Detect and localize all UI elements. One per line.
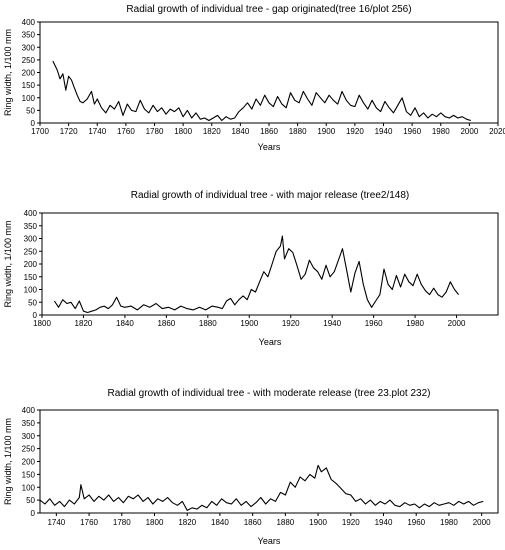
chart-title: Radial growth of individual tree - with … bbox=[108, 388, 431, 399]
chart-panel-moderate-release: Radial growth of individual tree - with … bbox=[0, 380, 505, 550]
x-tick-label: 1920 bbox=[282, 319, 300, 328]
x-tick-label: 2000 bbox=[448, 319, 466, 328]
x-tick-label: 1820 bbox=[203, 127, 221, 136]
x-tick-label: 1900 bbox=[240, 319, 258, 328]
plot-frame bbox=[39, 409, 499, 514]
x-tick-label: 1880 bbox=[276, 518, 294, 527]
y-tick-label: 200 bbox=[24, 260, 38, 269]
x-tick-label: 1760 bbox=[117, 127, 135, 136]
y-tick-label: 350 bbox=[22, 31, 36, 40]
y-tick-label: 300 bbox=[22, 432, 36, 441]
x-tick-label: 1820 bbox=[178, 518, 196, 527]
chart-major-release: Radial growth of individual tree - with … bbox=[3, 190, 499, 347]
x-tick-label: 1800 bbox=[146, 518, 164, 527]
x-axis-label: Years bbox=[258, 142, 281, 152]
x-tick-label: 1980 bbox=[440, 518, 458, 527]
y-tick-label: 0 bbox=[31, 119, 36, 128]
y-tick-label: 350 bbox=[22, 419, 36, 428]
x-tick-label: 1880 bbox=[199, 319, 217, 328]
y-tick-label: 100 bbox=[22, 94, 36, 103]
x-tick-label: 1800 bbox=[174, 127, 192, 136]
y-tick-label: 250 bbox=[22, 56, 36, 65]
y-tick-label: 150 bbox=[22, 81, 36, 90]
x-tick-label: 1980 bbox=[432, 127, 450, 136]
x-tick-label: 1860 bbox=[260, 127, 278, 136]
y-axis-label: Ring width, 1/100 mm bbox=[3, 418, 13, 505]
x-tick-label: 1740 bbox=[88, 127, 106, 136]
y-axis-label: Ring width, 1/100 mm bbox=[3, 29, 13, 116]
chart-panel-major-release: Radial growth of individual tree - with … bbox=[0, 185, 505, 360]
chart-title: Radial growth of individual tree - gap o… bbox=[126, 4, 411, 15]
chart-moderate-release: Radial growth of individual tree - with … bbox=[3, 388, 499, 546]
y-tick-label: 250 bbox=[22, 445, 36, 454]
y-tick-label: 100 bbox=[24, 286, 38, 295]
y-tick-label: 400 bbox=[24, 209, 38, 218]
x-tick-label: 1940 bbox=[375, 518, 393, 527]
x-tick-label: 1860 bbox=[157, 319, 175, 328]
y-tick-label: 300 bbox=[24, 235, 38, 244]
plot-frame bbox=[41, 212, 499, 316]
x-tick-label: 1700 bbox=[31, 127, 49, 136]
x-tick-label: 1780 bbox=[113, 518, 131, 527]
y-tick-label: 350 bbox=[24, 222, 38, 231]
y-tick-label: 400 bbox=[22, 406, 36, 415]
x-axis-label: Years bbox=[259, 337, 282, 347]
y-axis-label: Ring width, 1/100 mm bbox=[3, 220, 13, 307]
y-tick-label: 50 bbox=[26, 106, 35, 115]
y-tick-label: 150 bbox=[22, 470, 36, 479]
chart-gap-originated: Radial growth of individual tree - gap o… bbox=[3, 4, 505, 152]
y-tick-label: 50 bbox=[26, 496, 35, 505]
y-tick-label: 300 bbox=[22, 43, 36, 52]
x-tick-label: 1900 bbox=[317, 127, 335, 136]
x-tick-label: 1840 bbox=[211, 518, 229, 527]
x-tick-label: 2000 bbox=[473, 518, 491, 527]
x-tick-label: 1820 bbox=[75, 319, 93, 328]
x-tick-label: 1940 bbox=[375, 127, 393, 136]
chart-title: Radial growth of individual tree - with … bbox=[131, 190, 409, 201]
x-tick-label: 1800 bbox=[33, 319, 51, 328]
x-tick-label: 1980 bbox=[406, 319, 424, 328]
x-tick-label: 2020 bbox=[489, 127, 505, 136]
y-tick-label: 0 bbox=[33, 311, 38, 320]
ring-width-series-line bbox=[39, 464, 484, 511]
x-tick-label: 1920 bbox=[342, 518, 360, 527]
y-tick-label: 50 bbox=[28, 298, 37, 307]
x-tick-label: 1840 bbox=[116, 319, 134, 328]
x-tick-label: 1780 bbox=[146, 127, 164, 136]
x-tick-label: 1960 bbox=[365, 319, 383, 328]
x-tick-label: 1720 bbox=[60, 127, 78, 136]
x-tick-label: 1940 bbox=[323, 319, 341, 328]
y-tick-label: 200 bbox=[22, 458, 36, 467]
x-tick-label: 1900 bbox=[309, 518, 327, 527]
y-tick-label: 250 bbox=[24, 247, 38, 256]
y-tick-label: 100 bbox=[22, 483, 36, 492]
x-tick-label: 1840 bbox=[231, 127, 249, 136]
x-tick-label: 1760 bbox=[80, 518, 98, 527]
x-tick-label: 1960 bbox=[403, 127, 421, 136]
ring-width-series-line bbox=[52, 60, 471, 122]
x-axis-label: Years bbox=[258, 536, 281, 546]
x-tick-label: 1920 bbox=[346, 127, 364, 136]
x-tick-label: 1880 bbox=[289, 127, 307, 136]
y-tick-label: 150 bbox=[24, 273, 38, 282]
x-tick-label: 1960 bbox=[407, 518, 425, 527]
x-tick-label: 2000 bbox=[460, 127, 478, 136]
y-tick-label: 400 bbox=[22, 18, 36, 27]
x-tick-label: 1860 bbox=[244, 518, 262, 527]
ring-width-series-line bbox=[53, 235, 460, 314]
y-tick-label: 0 bbox=[31, 509, 36, 518]
y-tick-label: 200 bbox=[22, 69, 36, 78]
chart-panel-gap-originated: Radial growth of individual tree - gap o… bbox=[0, 0, 505, 160]
x-tick-label: 1740 bbox=[47, 518, 65, 527]
